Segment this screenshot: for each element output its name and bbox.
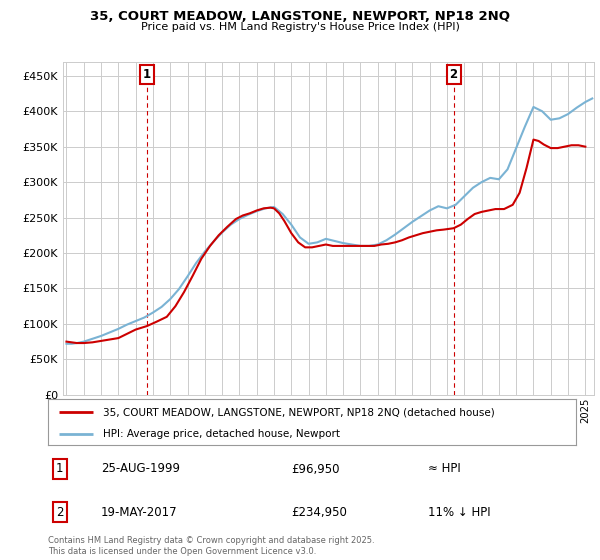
Text: 1: 1 xyxy=(143,68,151,81)
Text: 1: 1 xyxy=(56,463,64,475)
Text: £96,950: £96,950 xyxy=(291,463,340,475)
Text: 11% ↓ HPI: 11% ↓ HPI xyxy=(428,506,491,519)
Text: 35, COURT MEADOW, LANGSTONE, NEWPORT, NP18 2NQ: 35, COURT MEADOW, LANGSTONE, NEWPORT, NP… xyxy=(90,10,510,23)
Text: 2: 2 xyxy=(449,68,458,81)
Text: Contains HM Land Registry data © Crown copyright and database right 2025.
This d: Contains HM Land Registry data © Crown c… xyxy=(48,536,374,556)
Text: 35, COURT MEADOW, LANGSTONE, NEWPORT, NP18 2NQ (detached house): 35, COURT MEADOW, LANGSTONE, NEWPORT, NP… xyxy=(103,407,495,417)
Text: ≈ HPI: ≈ HPI xyxy=(428,463,461,475)
Text: £234,950: £234,950 xyxy=(291,506,347,519)
Text: 25-AUG-1999: 25-AUG-1999 xyxy=(101,463,180,475)
Text: 2: 2 xyxy=(56,506,64,519)
Text: 19-MAY-2017: 19-MAY-2017 xyxy=(101,506,178,519)
Text: Price paid vs. HM Land Registry's House Price Index (HPI): Price paid vs. HM Land Registry's House … xyxy=(140,22,460,32)
Text: HPI: Average price, detached house, Newport: HPI: Average price, detached house, Newp… xyxy=(103,429,340,438)
